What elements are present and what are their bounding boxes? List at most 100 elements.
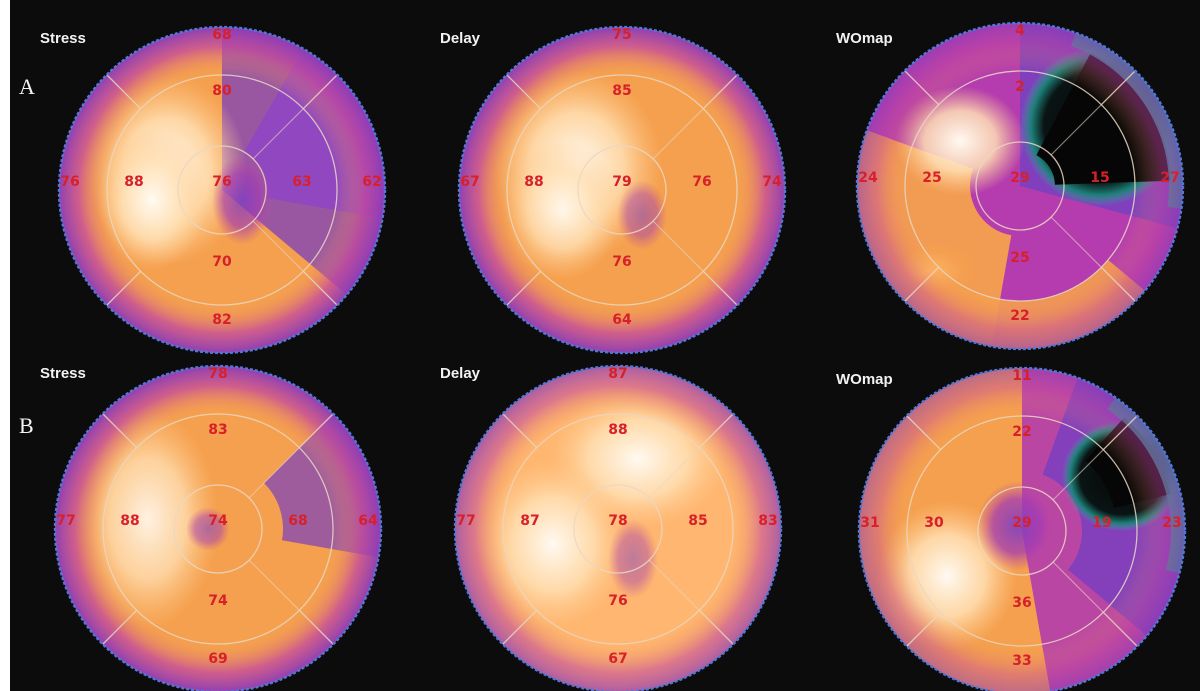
map-rim: [857, 366, 1187, 691]
segment-divider: [1102, 415, 1138, 451]
segment-value-ant: 80: [212, 83, 232, 99]
segment-divider: [906, 611, 942, 647]
polar-map-b-stress: Stress 78 83 77 88 74 68 64 74 69: [40, 364, 383, 691]
map-rim: [855, 21, 1185, 351]
segment-value-sep_in: 88: [524, 174, 543, 190]
segment-divider: [106, 74, 142, 110]
segment-value-inf: 76: [612, 254, 631, 270]
panel-title: Stress: [40, 30, 86, 47]
segment-divider: [1100, 70, 1136, 106]
segment-value-ant: 85: [612, 83, 631, 99]
segment-value-apex: 29: [1012, 515, 1031, 531]
segment-value-lat_out: 64: [358, 513, 378, 529]
segment-value-bottom: 33: [1012, 653, 1031, 669]
polar-map-a-womap: WOmap 4 2 24 25 29 15 27 25 22: [836, 21, 1185, 351]
segment-value-sep_in: 25: [922, 170, 941, 186]
panel-title: WOmap: [836, 30, 893, 47]
ring-line: [502, 413, 734, 645]
segment-divider: [102, 609, 138, 645]
segment-value-lat_in: 63: [292, 174, 311, 190]
segment-value-lat_in: 85: [688, 513, 707, 529]
segment-value-sep_in: 30: [924, 515, 944, 531]
segment-divider: [298, 609, 334, 645]
segment-value-apex: 29: [1010, 170, 1029, 186]
map-rim: [457, 25, 787, 355]
segment-value-sep_out: 76: [60, 174, 79, 190]
segment-divider: [302, 270, 338, 306]
segment-value-sep_in: 88: [120, 513, 139, 529]
panel-title: Delay: [440, 30, 481, 47]
segment-divider: [102, 413, 138, 449]
segment-value-bottom: 67: [608, 651, 627, 667]
segment-value-inf: 74: [208, 593, 228, 609]
ring-line: [506, 74, 738, 306]
ring-line: [577, 145, 667, 235]
segment-value-lat_out: 83: [758, 513, 777, 529]
ring-line: [975, 141, 1065, 231]
segment-value-apex: 76: [212, 174, 231, 190]
ring-line: [906, 415, 1138, 647]
segment-value-bottom: 69: [208, 651, 227, 667]
segment-divider: [698, 609, 734, 645]
segment-value-lat_in: 68: [288, 513, 307, 529]
segment-value-inf: 36: [1012, 595, 1031, 611]
panel-title: Delay: [440, 365, 481, 382]
segment-value-sep_in: 87: [520, 513, 539, 529]
segment-value-sep_out: 77: [456, 513, 475, 529]
ring-line: [173, 484, 263, 574]
segment-divider: [502, 609, 538, 645]
segment-value-ant: 2: [1015, 79, 1025, 95]
segment-divider: [698, 413, 734, 449]
segment-divider: [502, 413, 538, 449]
segment-value-bottom: 82: [212, 312, 231, 328]
segment-value-inf: 76: [608, 593, 627, 609]
row-label-b: B: [19, 413, 34, 438]
polar-map-b-womap: WOmap 11 22 31 30 29 19 23 36 33: [836, 366, 1187, 691]
panel-title: Stress: [40, 365, 86, 382]
polar-map-a-delay: Delay 75 85 67 88 79 76 74 76 64: [440, 25, 787, 355]
segment-value-top: 87: [608, 366, 627, 382]
segment-divider: [298, 413, 334, 449]
map-rim: [453, 364, 783, 691]
segment-value-ant: 88: [608, 422, 627, 438]
segment-value-bottom: 64: [612, 312, 632, 328]
segment-value-sep_out: 77: [56, 513, 75, 529]
segment-divider: [302, 74, 338, 110]
segment-divider: [106, 270, 142, 306]
segment-divider: [904, 266, 940, 302]
ring-line: [977, 486, 1067, 576]
segment-value-apex: 74: [208, 513, 228, 529]
segment-value-top: 78: [208, 366, 227, 382]
segment-value-top: 68: [212, 27, 231, 43]
segment-value-top: 11: [1012, 368, 1031, 384]
segment-value-sep_in: 88: [124, 174, 143, 190]
ring-line: [102, 413, 334, 645]
segment-divider: [506, 74, 542, 110]
segment-divider: [904, 70, 940, 106]
segment-value-sep_out: 67: [460, 174, 479, 190]
ring-line: [177, 145, 267, 235]
segment-divider: [1102, 611, 1138, 647]
polar-map-a-stress: Stress 68 80 76 88 76 63 62 70 82: [40, 25, 387, 355]
segment-value-lat_out: 74: [762, 174, 782, 190]
segment-divider: [906, 415, 942, 451]
segment-value-top: 4: [1015, 23, 1025, 39]
segment-value-top: 75: [612, 27, 631, 43]
segment-value-lat_in: 19: [1092, 515, 1111, 531]
segment-divider: [702, 270, 738, 306]
segment-value-lat_out: 62: [362, 174, 381, 190]
segment-value-apex: 79: [612, 174, 631, 190]
row-label-a: A: [19, 74, 35, 99]
segment-value-lat_in: 76: [692, 174, 711, 190]
map-rim: [53, 364, 383, 691]
panel-title: WOmap: [836, 371, 893, 388]
segment-divider: [1100, 266, 1136, 302]
segment-value-ant: 22: [1012, 424, 1031, 440]
segment-value-inf: 70: [212, 254, 232, 270]
segment-value-ant: 83: [208, 422, 227, 438]
segment-value-sep_out: 24: [858, 170, 878, 186]
ring-line: [106, 74, 338, 306]
segment-value-lat_out: 23: [1162, 515, 1181, 531]
segment-value-sep_out: 31: [860, 515, 879, 531]
ring-line: [904, 70, 1136, 302]
